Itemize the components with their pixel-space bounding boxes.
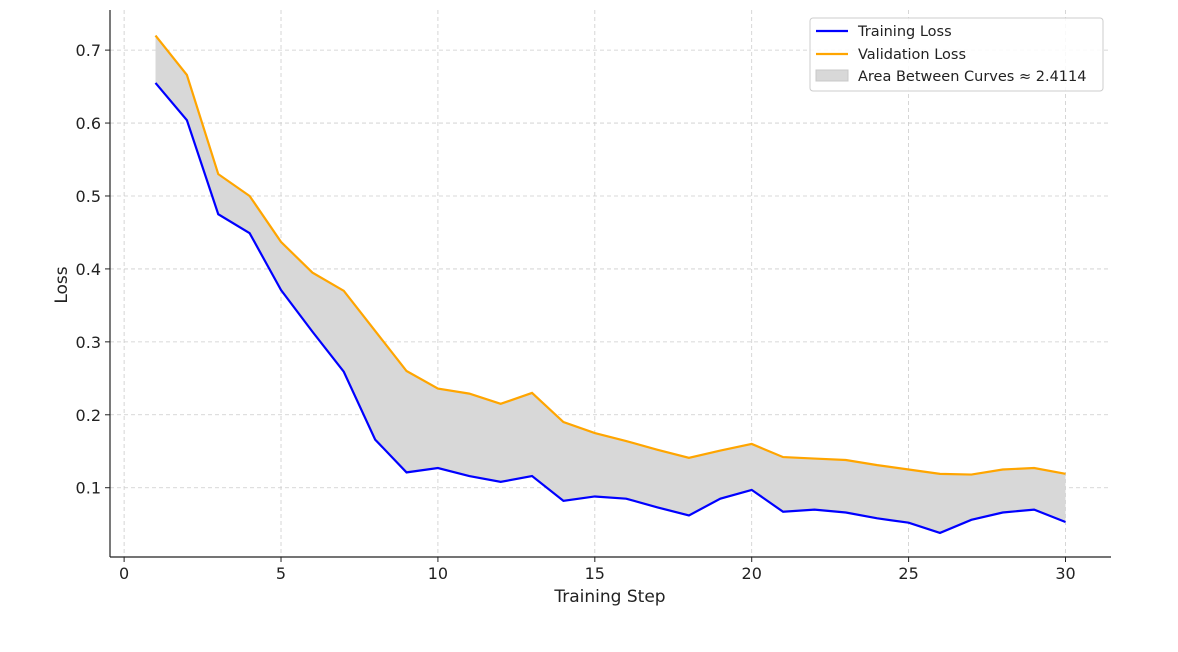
y-tick-label: 0.7 (76, 41, 101, 60)
x-tick-label: 25 (898, 564, 918, 583)
validation-loss-line (154, 34, 1066, 476)
legend-area-label: Area Between Curves ≈ 2.4114 (858, 69, 1086, 85)
y-tick-label: 0.1 (76, 479, 101, 498)
x-tick-label: 20 (742, 564, 762, 583)
legend: Training Loss Validation Loss Area Betwe… (809, 17, 1104, 92)
x-tick-label: 10 (428, 564, 448, 583)
x-tick-label: 15 (585, 564, 605, 583)
y-tick-label: 0.3 (76, 333, 101, 352)
x-tick-label: 0 (119, 564, 129, 583)
training-loss-line (154, 82, 1066, 535)
grid (110, 10, 1111, 557)
legend-training-label: Training Loss (857, 24, 952, 40)
x-axis-label: Training Step (553, 587, 665, 607)
legend-area-swatch (815, 69, 849, 82)
axes (109, 10, 1111, 558)
x-tick-label: 5 (276, 564, 286, 583)
y-axis-label: Loss (52, 266, 72, 303)
y-tick-label: 0.4 (76, 260, 101, 279)
area-between-curves (155, 35, 1066, 533)
legend-validation-label: Validation Loss (858, 47, 966, 63)
x-tick-label: 30 (1055, 564, 1075, 583)
y-tick-label: 0.2 (76, 406, 101, 425)
y-tick-label: 0.6 (76, 114, 101, 133)
y-tick-label: 0.5 (76, 187, 101, 206)
